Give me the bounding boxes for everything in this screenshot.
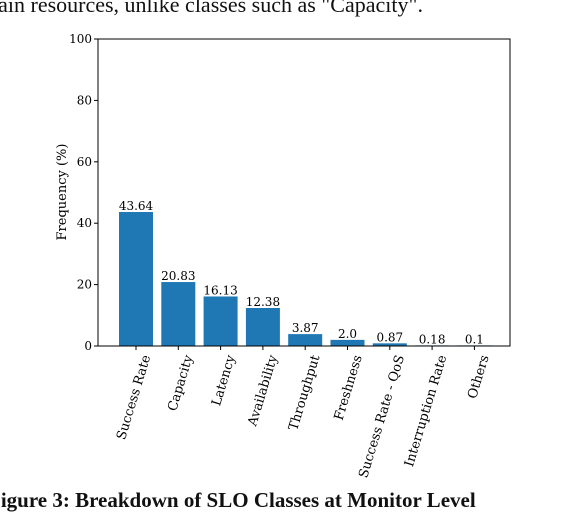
bar-3 <box>245 307 280 346</box>
data-label-2: 16.13 <box>203 283 237 297</box>
data-label-4: 3.87 <box>292 321 319 335</box>
y-tick-label-5: 100 <box>69 32 92 46</box>
y-tick-label-2: 40 <box>77 216 92 230</box>
bar-1 <box>161 282 196 346</box>
bar-6 <box>372 343 407 346</box>
y-tick-label-1: 20 <box>77 278 92 292</box>
data-label-7: 0.18 <box>419 332 446 346</box>
bar-chart: 43.64 20.83 16.13 12.38 3.87 2.0 0.87 0.18 0.1 0… <box>55 32 511 480</box>
y-axis-ticks: 0 20 40 60 80 100 <box>69 32 98 353</box>
bar-4 <box>288 334 323 346</box>
x-tick-label-3: Availability <box>245 353 281 429</box>
x-tick-label-5: Freshness <box>332 353 366 422</box>
y-axis-label: Frequency (%) <box>55 144 70 241</box>
data-label-5: 2.0 <box>338 327 357 341</box>
data-label-6: 0.87 <box>376 330 403 344</box>
data-labels-group: 43.64 20.83 16.13 12.38 3.87 2.0 0.87 0.18 0.1 <box>119 199 484 347</box>
plot-frame <box>97 38 511 347</box>
y-tick-label-4: 80 <box>77 93 92 107</box>
y-tick-label-3: 60 <box>77 155 92 169</box>
x-axis-ticks: Success Rate Capacity Latency Availability T… <box>114 346 493 480</box>
bar-5 <box>330 339 365 346</box>
x-tick-label-7: Interruption Rate <box>402 353 450 469</box>
x-tick-label-0: Success Rate <box>114 353 154 442</box>
context-text: tain resources, unlike classes such as "… <box>0 0 423 17</box>
bar-2 <box>203 296 238 346</box>
x-tick-label-2: Latency <box>209 353 239 408</box>
bars-group <box>119 212 492 346</box>
x-tick-label-8: Others <box>465 353 492 400</box>
x-tick-label-4: Throughput <box>286 353 323 433</box>
x-tick-label-6: Success Rate - QoS <box>356 353 408 480</box>
data-label-8: 0.1 <box>465 333 484 347</box>
y-tick-label-0: 0 <box>84 339 92 353</box>
figure-caption: Figure 3: Breakdown of SLO Classes at Mo… <box>0 488 476 512</box>
data-label-3: 12.38 <box>246 295 280 309</box>
data-label-0: 43.64 <box>119 199 154 213</box>
bar-0 <box>119 212 153 346</box>
x-tick-label-1: Capacity <box>165 353 196 413</box>
data-label-1: 20.83 <box>161 269 195 283</box>
